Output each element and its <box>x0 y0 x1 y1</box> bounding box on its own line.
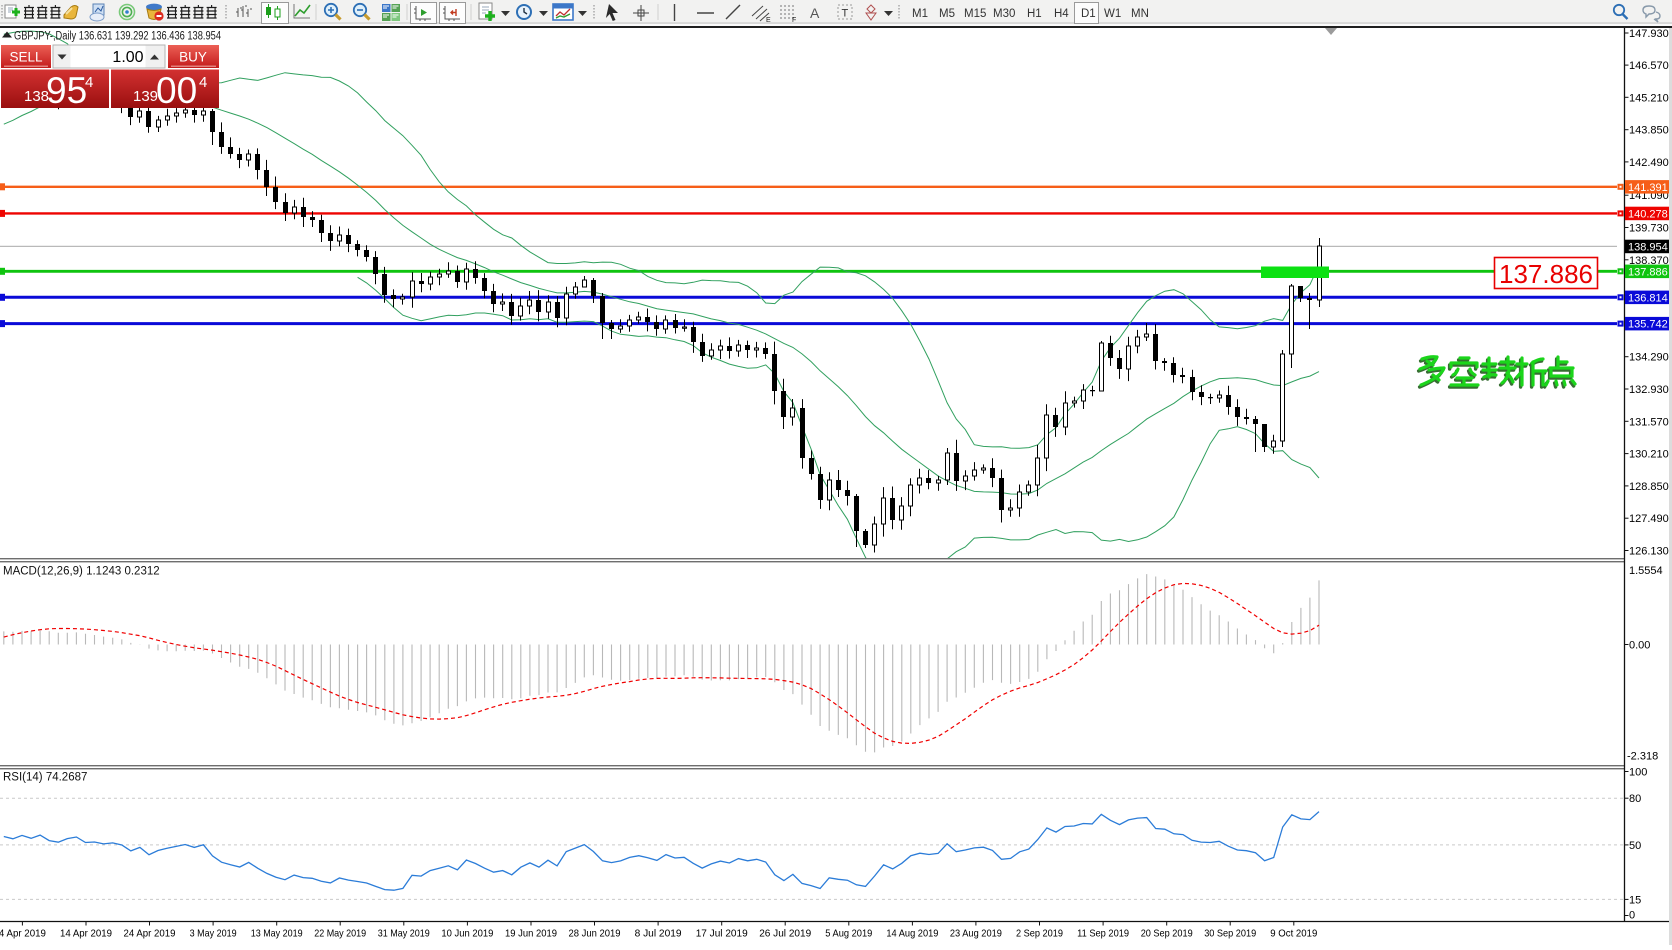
svg-text:11 Sep 2019: 11 Sep 2019 <box>1077 928 1129 940</box>
svg-text:1.00: 1.00 <box>112 49 143 66</box>
svg-text:137.886: 137.886 <box>1499 259 1593 289</box>
svg-text:H1: H1 <box>1027 8 1042 20</box>
svg-text:80: 80 <box>1629 793 1641 805</box>
svg-text:20 Sep 2019: 20 Sep 2019 <box>1141 928 1193 940</box>
svg-text:8 Jul 2019: 8 Jul 2019 <box>635 928 682 940</box>
svg-text:GBPJPY-,Daily 136.631 139.292: GBPJPY-,Daily 136.631 139.292 136.436 13… <box>14 31 221 43</box>
svg-text:146.570: 146.570 <box>1629 60 1669 72</box>
svg-text:17 Jul 2019: 17 Jul 2019 <box>696 928 748 940</box>
svg-text:15: 15 <box>1629 894 1641 906</box>
svg-text:139.730: 139.730 <box>1629 223 1669 235</box>
svg-text:147.930: 147.930 <box>1629 28 1669 40</box>
svg-text:134.290: 134.290 <box>1629 352 1669 364</box>
svg-text:E: E <box>766 17 771 24</box>
svg-text:4: 4 <box>85 74 93 91</box>
svg-text:24 Apr 2019: 24 Apr 2019 <box>124 928 176 940</box>
svg-text:143.850: 143.850 <box>1629 125 1669 137</box>
svg-text:137.886: 137.886 <box>1628 266 1668 278</box>
svg-text:-2.318: -2.318 <box>1627 751 1658 763</box>
svg-text:19 Jun 2019: 19 Jun 2019 <box>505 928 557 940</box>
svg-text:4: 4 <box>199 74 207 91</box>
svg-text:139: 139 <box>133 88 158 105</box>
svg-text:F: F <box>792 17 796 24</box>
svg-text:30 Sep 2019: 30 Sep 2019 <box>1204 928 1256 940</box>
svg-text:5 Aug 2019: 5 Aug 2019 <box>825 928 872 940</box>
svg-text:135.742: 135.742 <box>1628 319 1668 331</box>
svg-text:127.490: 127.490 <box>1629 513 1669 525</box>
svg-text:95: 95 <box>46 70 87 111</box>
svg-text:140.278: 140.278 <box>1628 208 1668 220</box>
svg-text:28 Jun 2019: 28 Jun 2019 <box>569 928 621 940</box>
svg-text:3 May 2019: 3 May 2019 <box>190 928 237 940</box>
svg-text:M15: M15 <box>964 8 986 20</box>
svg-text:31 May 2019: 31 May 2019 <box>378 928 430 940</box>
svg-text:0.00: 0.00 <box>1629 640 1650 652</box>
svg-text:100: 100 <box>1629 767 1647 779</box>
svg-text:23 Aug 2019: 23 Aug 2019 <box>950 928 1002 940</box>
svg-text:138: 138 <box>24 88 49 105</box>
svg-text:14 Aug 2019: 14 Aug 2019 <box>886 928 938 940</box>
svg-text:W1: W1 <box>1104 8 1121 20</box>
svg-text:26 Jul 2019: 26 Jul 2019 <box>759 928 811 940</box>
svg-text:50: 50 <box>1629 840 1641 852</box>
svg-text:132.930: 132.930 <box>1629 384 1669 396</box>
svg-text:D1: D1 <box>1081 8 1096 20</box>
svg-text:136.814: 136.814 <box>1628 292 1668 304</box>
svg-text:1.5554: 1.5554 <box>1629 565 1663 577</box>
svg-text:M30: M30 <box>993 8 1015 20</box>
svg-text:2 Sep 2019: 2 Sep 2019 <box>1016 928 1063 940</box>
svg-text:10 Jun 2019: 10 Jun 2019 <box>441 928 493 940</box>
svg-text:M1: M1 <box>912 8 928 20</box>
svg-text:131.570: 131.570 <box>1629 416 1669 428</box>
svg-text:138.370: 138.370 <box>1629 255 1669 267</box>
svg-text:T: T <box>842 8 849 20</box>
svg-text:142.490: 142.490 <box>1629 157 1669 169</box>
svg-text:BUY: BUY <box>179 50 207 65</box>
svg-text:9 Oct 2019: 9 Oct 2019 <box>1270 928 1317 940</box>
svg-text:145.210: 145.210 <box>1629 92 1669 104</box>
svg-text:14 Apr 2019: 14 Apr 2019 <box>60 928 112 940</box>
svg-text:13 May 2019: 13 May 2019 <box>251 928 303 940</box>
svg-text:M5: M5 <box>939 8 955 20</box>
svg-text:MN: MN <box>1131 8 1149 20</box>
svg-text:130.210: 130.210 <box>1629 449 1669 461</box>
svg-text:128.850: 128.850 <box>1629 481 1669 493</box>
svg-text:H4: H4 <box>1054 8 1069 20</box>
svg-text:4 Apr 2019: 4 Apr 2019 <box>0 928 46 940</box>
svg-text:138.954: 138.954 <box>1628 241 1668 253</box>
svg-text:SELL: SELL <box>9 50 43 65</box>
svg-text:A: A <box>810 5 820 21</box>
svg-text:141.391: 141.391 <box>1628 182 1668 194</box>
svg-text:00: 00 <box>156 70 197 111</box>
svg-text:MACD(12,26,9) 1.1243 0.2312: MACD(12,26,9) 1.1243 0.2312 <box>3 566 160 578</box>
svg-text:RSI(14) 74.2687: RSI(14) 74.2687 <box>3 772 87 784</box>
svg-text:22 May 2019: 22 May 2019 <box>314 928 366 940</box>
svg-text:126.130: 126.130 <box>1629 546 1669 558</box>
svg-text:0: 0 <box>1629 910 1635 922</box>
